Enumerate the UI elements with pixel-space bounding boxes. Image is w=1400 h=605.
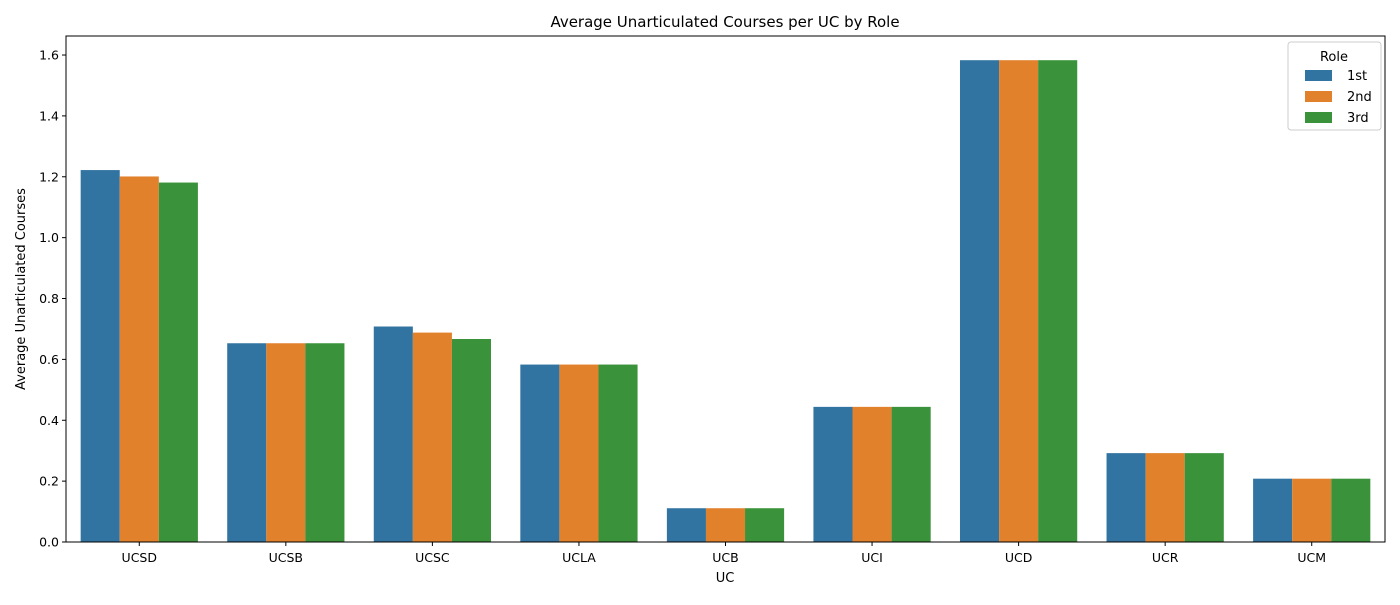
- x-tick-label: UCB: [712, 550, 738, 565]
- bar-ucsb-3rd: [305, 343, 345, 542]
- bar-ucb-2nd: [705, 508, 746, 542]
- bar-ucsc-2nd: [412, 332, 452, 542]
- legend-title: Role: [1320, 50, 1348, 65]
- legend-swatch-3rd: [1305, 112, 1332, 123]
- y-axis-label: Average Unarticulated Courses: [14, 188, 29, 390]
- bar-ucsb-1st: [227, 343, 267, 542]
- x-tick-label: UCD: [1005, 550, 1033, 565]
- bar-ucm-2nd: [1292, 478, 1332, 542]
- y-tick-label: 0.0: [39, 535, 59, 550]
- bar-ucsc-1st: [373, 326, 413, 542]
- bar-ucla-1st: [520, 364, 560, 542]
- bar-uci-2nd: [852, 406, 892, 542]
- legend-label-2nd: 2nd: [1347, 90, 1372, 105]
- legend-items: 1st 2nd 3rd: [1305, 69, 1372, 126]
- y-tick-label: 0.6: [39, 352, 59, 367]
- x-tick-label: UCSC: [415, 550, 450, 565]
- y-tick-label: 1.6: [39, 48, 59, 63]
- y-tick-label: 0.8: [39, 291, 59, 306]
- legend-label-3rd: 3rd: [1347, 111, 1369, 126]
- bar-ucd-3rd: [1038, 60, 1078, 542]
- y-tick-label: 1.4: [39, 108, 59, 123]
- bar-ucsb-2nd: [266, 343, 306, 542]
- x-tick-label: UCR: [1152, 550, 1179, 565]
- x-tick-label: UCSD: [122, 550, 157, 565]
- legend-label-1st: 1st: [1347, 69, 1367, 84]
- chart-title: Average Unarticulated Courses per UC by …: [550, 13, 899, 31]
- bar-ucd-1st: [959, 60, 1000, 542]
- bar-uci-3rd: [891, 406, 931, 542]
- bar-ucd-2nd: [999, 60, 1039, 542]
- bar-ucsc-3rd: [451, 338, 492, 542]
- bar-ucr-1st: [1106, 453, 1146, 542]
- x-tick-label: UCSB: [269, 550, 303, 565]
- legend-swatch-2nd: [1305, 91, 1332, 102]
- legend-box: [1287, 41, 1382, 131]
- legend: Role 1st 2nd 3rd: [1287, 41, 1382, 131]
- bar-ucsd-3rd: [158, 182, 198, 543]
- y-tick-label: 1.2: [39, 169, 59, 184]
- bar-ucsd-1st: [80, 170, 120, 542]
- y-tick-label: 0.4: [39, 413, 59, 428]
- bar-ucr-3rd: [1184, 453, 1224, 542]
- bar-ucm-1st: [1253, 478, 1293, 542]
- y-tick-label: 0.2: [39, 474, 59, 489]
- bar-ucr-2nd: [1145, 453, 1185, 542]
- bar-ucsd-2nd: [119, 176, 159, 542]
- y-tick-label: 1.0: [39, 230, 59, 245]
- bar-ucla-2nd: [559, 364, 599, 542]
- x-tick-label: UCM: [1297, 550, 1326, 565]
- bar-uci-1st: [813, 406, 853, 542]
- x-axis-label: UC: [716, 571, 735, 586]
- x-tick-label: UCI: [861, 550, 883, 565]
- plot-area: 0.0 0.2 0.4 0.6 0.8 1.0 1.2 1.4 1.6 UCSD UCSB UCSC U…: [39, 35, 1386, 565]
- bar-ucb-1st: [666, 508, 706, 542]
- x-tick-label: UCLA: [562, 550, 596, 565]
- bar-ucb-3rd: [745, 508, 785, 542]
- bar-ucm-3rd: [1331, 478, 1371, 542]
- bar-ucla-3rd: [598, 364, 638, 542]
- legend-swatch-1st: [1305, 70, 1332, 81]
